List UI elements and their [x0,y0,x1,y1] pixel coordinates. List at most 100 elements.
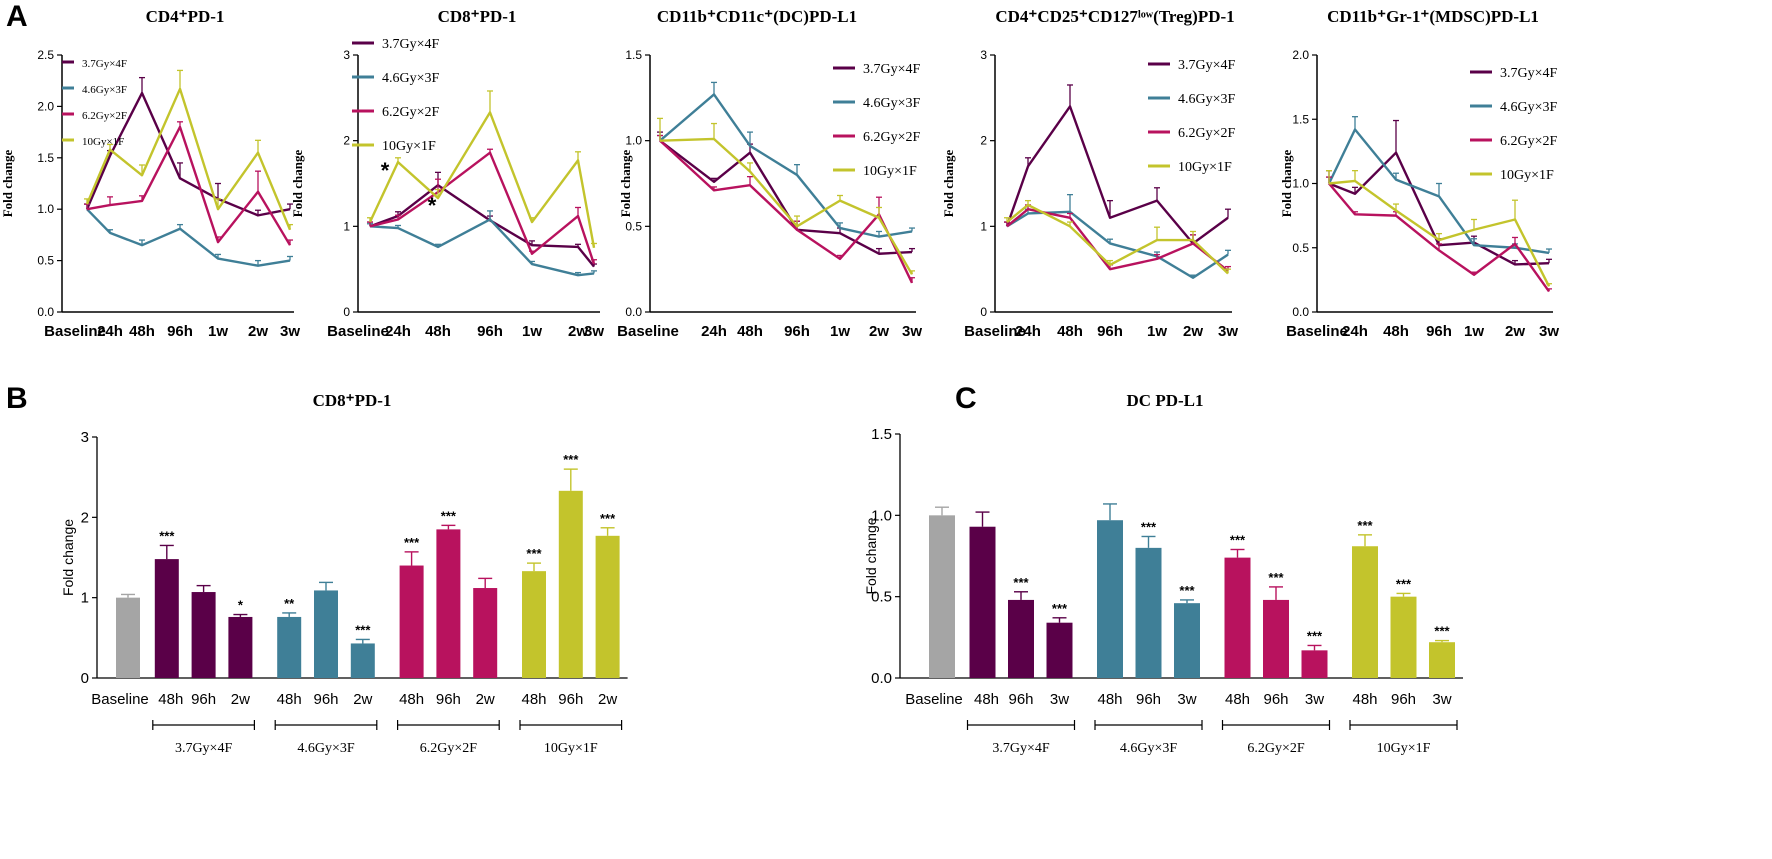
bar-b [522,571,546,678]
group-label-b: 6.2Gy×2F [420,741,478,756]
x-tick-label-c: 48h [974,691,999,708]
series-line-a3 [659,93,913,238]
legend-label-a1: 4.6Gy×3F [82,84,127,96]
x-tick-label-c: 48h [1225,691,1250,708]
significance-label-c: *** [1307,628,1323,643]
y-axis-label-a1: Fold change [0,150,15,218]
x-tick-label-b: 2w [598,691,617,708]
panel-letter-b: B [6,382,28,415]
significance-label-c: *** [1268,570,1284,585]
x-tick-label-a3: 24h [701,323,727,340]
bar-b [473,588,498,678]
x-tick-label-a1: Baseline [44,323,106,340]
y-tick-label-a4: 3 [980,48,987,62]
x-tick-label-b: Baseline [91,691,149,708]
chart-title-c: DC PD-L1 [1127,391,1204,410]
legend-label-a4: 10Gy×1F [1178,160,1232,175]
x-tick-label-b: 2w [231,691,250,708]
group-label-b: 3.7Gy×4F [175,741,233,756]
bar-c [1390,596,1417,678]
y-axis-label-a5: Fold change [1279,150,1294,218]
x-tick-label-a3: 3w [902,323,922,340]
significance-label-b: *** [526,546,542,561]
y-tick-label-b: 1 [81,590,89,607]
bar-b [436,529,461,678]
significance-label-c: *** [1357,518,1373,533]
x-tick-label-c: 96h [1136,691,1161,708]
y-tick-label-a1: 1.5 [37,151,54,165]
series-line-a4 [1006,210,1229,279]
y-tick-label-a3: 0.5 [625,219,642,233]
bar-c [1046,622,1073,678]
y-tick-label-a5: 1.5 [1292,112,1309,126]
significance-label-c: *** [1230,532,1246,547]
significance-label-b: *** [563,452,579,467]
group-label-c: 3.7Gy×4F [992,741,1050,756]
series-line-a1 [85,87,292,231]
x-tick-label-a1: 48h [129,323,155,340]
x-tick-label-a5: Baseline [1286,323,1348,340]
legend-label-a5: 4.6Gy×3F [1500,100,1558,115]
series-line-a5 [1327,128,1550,255]
legend-label-a2: 6.2Gy×2F [382,105,440,120]
y-tick-label-a3: 0.0 [625,305,642,319]
chart-title-a2: CD8⁺PD-1 [438,7,517,26]
bar-b [558,490,583,678]
legend-label-a5: 10Gy×1F [1500,168,1554,183]
x-tick-label-c: 3w [1177,691,1196,708]
bar-c [1174,603,1200,678]
x-tick-label-c: 48h [1352,691,1377,708]
x-tick-label-a4: 24h [1015,323,1041,340]
x-tick-label-c: 3w [1050,691,1069,708]
y-tick-label-a1: 0.0 [37,305,54,319]
x-tick-label-b: 96h [313,691,338,708]
significance-label-c: *** [1052,601,1068,616]
series-line-a1 [85,91,291,217]
bar-b [191,592,216,678]
x-tick-label-a5: 1w [1464,323,1484,340]
x-tick-label-c: 48h [1097,691,1122,708]
group-label-b: 4.6Gy×3F [297,741,355,756]
significance-label-b: ** [284,596,295,611]
series-line-a5 [1328,179,1551,287]
x-tick-label-b: 96h [436,691,461,708]
y-axis-label-a4: Fold change [941,150,956,218]
significance-label-b: *** [159,528,175,543]
legend-label-a3: 4.6Gy×3F [863,96,921,111]
y-tick-label-a4: 0 [980,305,987,319]
x-tick-label-a3: 48h [737,323,763,340]
bar-c [969,526,996,678]
bar-c [1352,546,1378,678]
series-line-a2 [369,151,596,265]
y-tick-label-a5: 0.5 [1292,241,1309,255]
y-tick-label-a2: 1 [343,219,350,233]
y-tick-label-a4: 2 [980,134,987,148]
y-tick-label-c: 1.0 [871,507,892,524]
legend-label-a2: 10Gy×1F [382,139,436,154]
x-tick-label-a5: 3w [1539,323,1559,340]
legend-label-a1: 3.7Gy×4F [82,58,127,70]
y-tick-label-a3: 1.5 [625,48,642,62]
x-tick-label-b: 2w [353,691,372,708]
x-tick-label-a3: Baseline [617,323,679,340]
legend-label-a4: 4.6Gy×3F [1178,92,1236,107]
y-tick-label-b: 0 [81,670,89,687]
chart-title-b: CD8⁺PD-1 [313,391,392,410]
x-tick-label-a5: 48h [1383,323,1409,340]
y-tick-label-a5: 1.0 [1292,177,1309,191]
series-line-a2 [368,111,596,248]
series-line-a2 [369,184,595,268]
x-tick-label-c: 96h [1263,691,1288,708]
significance-asterisk-a2: * [381,158,390,183]
bar-c [929,515,955,678]
legend-label-a3: 10Gy×1F [863,164,917,179]
bar-c [1263,599,1289,678]
y-tick-label-c: 1.5 [871,426,892,443]
x-tick-label-a2: 2w [568,323,588,340]
bar-b [116,597,140,678]
bar-b [314,590,338,678]
x-tick-label-a5: 2w [1505,323,1525,340]
x-tick-label-b: 96h [191,691,216,708]
legend-label-a3: 6.2Gy×2F [863,130,921,145]
y-tick-label-b: 2 [81,509,89,526]
